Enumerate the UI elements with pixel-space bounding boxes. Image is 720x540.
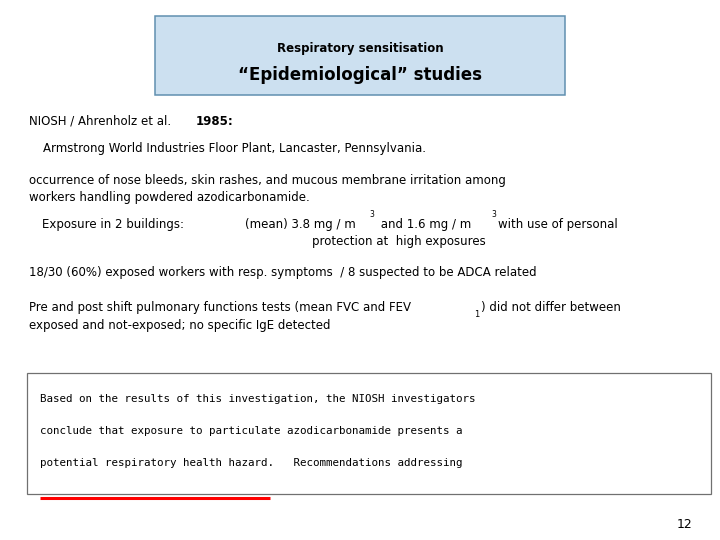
- Text: ) did not differ between: ) did not differ between: [481, 301, 621, 314]
- Text: (mean) 3.8 mg / m: (mean) 3.8 mg / m: [245, 218, 356, 231]
- Text: conclude that exposure to particulate azodicarbonamide presents a: conclude that exposure to particulate az…: [40, 426, 463, 436]
- Text: workers handling powdered azodicarbonamide.: workers handling powdered azodicarbonami…: [29, 191, 310, 204]
- Text: 3: 3: [492, 211, 497, 219]
- Text: exposed and not-exposed; no specific IgE detected: exposed and not-exposed; no specific IgE…: [29, 319, 330, 332]
- Text: Armstrong World Industries Floor Plant, Lancaster, Pennsylvania.: Armstrong World Industries Floor Plant, …: [43, 142, 426, 155]
- Text: 18/30 (60%) exposed workers with resp. symptoms  / 8 suspected to be ADCA relate: 18/30 (60%) exposed workers with resp. s…: [29, 266, 536, 279]
- Text: “Epidemiological” studies: “Epidemiological” studies: [238, 65, 482, 84]
- Text: occurrence of nose bleeds, skin rashes, and mucous membrane irritation among: occurrence of nose bleeds, skin rashes, …: [29, 174, 505, 187]
- Text: Respiratory sensitisation: Respiratory sensitisation: [276, 42, 444, 55]
- Text: Based on the results of this investigation, the NIOSH investigators: Based on the results of this investigati…: [40, 394, 476, 403]
- FancyBboxPatch shape: [155, 16, 565, 94]
- Text: potential respiratory health hazard.   Recommendations addressing: potential respiratory health hazard. Rec…: [40, 458, 463, 468]
- Text: Exposure in 2 buildings:: Exposure in 2 buildings:: [42, 218, 184, 231]
- Text: Pre and post shift pulmonary functions tests (mean FVC and FEV: Pre and post shift pulmonary functions t…: [29, 301, 411, 314]
- Text: 1: 1: [474, 310, 479, 319]
- Text: and 1.6 mg / m: and 1.6 mg / m: [377, 218, 471, 231]
- Text: protection at  high exposures: protection at high exposures: [312, 235, 485, 248]
- Text: with use of personal: with use of personal: [498, 218, 618, 231]
- FancyBboxPatch shape: [27, 373, 711, 494]
- Text: 3: 3: [369, 211, 374, 219]
- Text: NIOSH / Ahrenholz et al.: NIOSH / Ahrenholz et al.: [29, 115, 175, 128]
- Text: 12: 12: [677, 518, 693, 531]
- Text: 1985:: 1985:: [196, 115, 233, 128]
